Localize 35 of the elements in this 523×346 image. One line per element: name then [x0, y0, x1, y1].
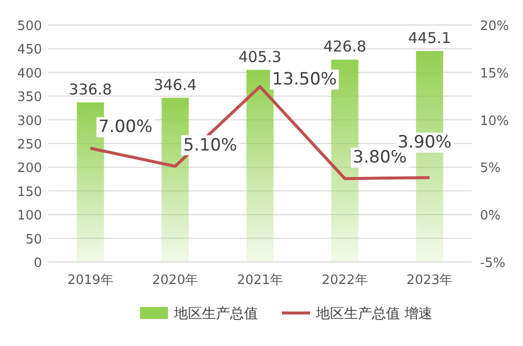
data-label: 7.00% — [98, 117, 152, 138]
data-label: 405.3 — [238, 48, 282, 66]
legend-label: 地区生产总值 — [173, 306, 258, 322]
y2-tick-label: 20% — [480, 19, 509, 34]
x-tick-label: 2023年 — [406, 273, 453, 288]
data-label: 5.10% — [183, 135, 238, 156]
data-label: 3.90% — [398, 132, 452, 153]
y-tick-label: 350 — [17, 90, 42, 106]
y2-tick-label: 0% — [480, 208, 501, 224]
y-tick-label: 150 — [17, 184, 42, 200]
y-tick-label: 250 — [17, 138, 42, 152]
y2-tick-label: 5% — [480, 161, 501, 176]
y-tick-label: 200 — [17, 161, 42, 176]
data-label: 445.1 — [408, 29, 452, 48]
y2-tick-label: 15% — [480, 66, 509, 82]
y-tick-label: 500 — [17, 19, 42, 34]
y2-tick-label: 10% — [480, 114, 509, 129]
y2-tick-label: -5% — [480, 256, 506, 271]
y-tick-label: 50 — [25, 232, 42, 248]
data-label: 336.8 — [68, 80, 112, 98]
bar — [246, 70, 274, 262]
y-tick-label: 450 — [17, 42, 42, 58]
y-tick-label: 100 — [17, 208, 42, 224]
data-label: 13.50% — [272, 70, 337, 90]
x-tick-label: 2021年 — [236, 273, 284, 288]
y-tick-label: 400 — [17, 66, 42, 82]
data-label: 346.4 — [154, 76, 197, 94]
legend-label: 地区生产总值 增速 — [315, 306, 432, 322]
x-tick-label: 2019年 — [67, 273, 114, 288]
data-label: 426.8 — [323, 38, 366, 56]
x-tick-label: 2020年 — [152, 273, 198, 288]
data-label: 3.80% — [352, 148, 407, 168]
y-tick-label: 0 — [34, 256, 42, 271]
x-tick-label: 2022年 — [322, 273, 368, 288]
y-tick-label: 300 — [17, 114, 42, 129]
